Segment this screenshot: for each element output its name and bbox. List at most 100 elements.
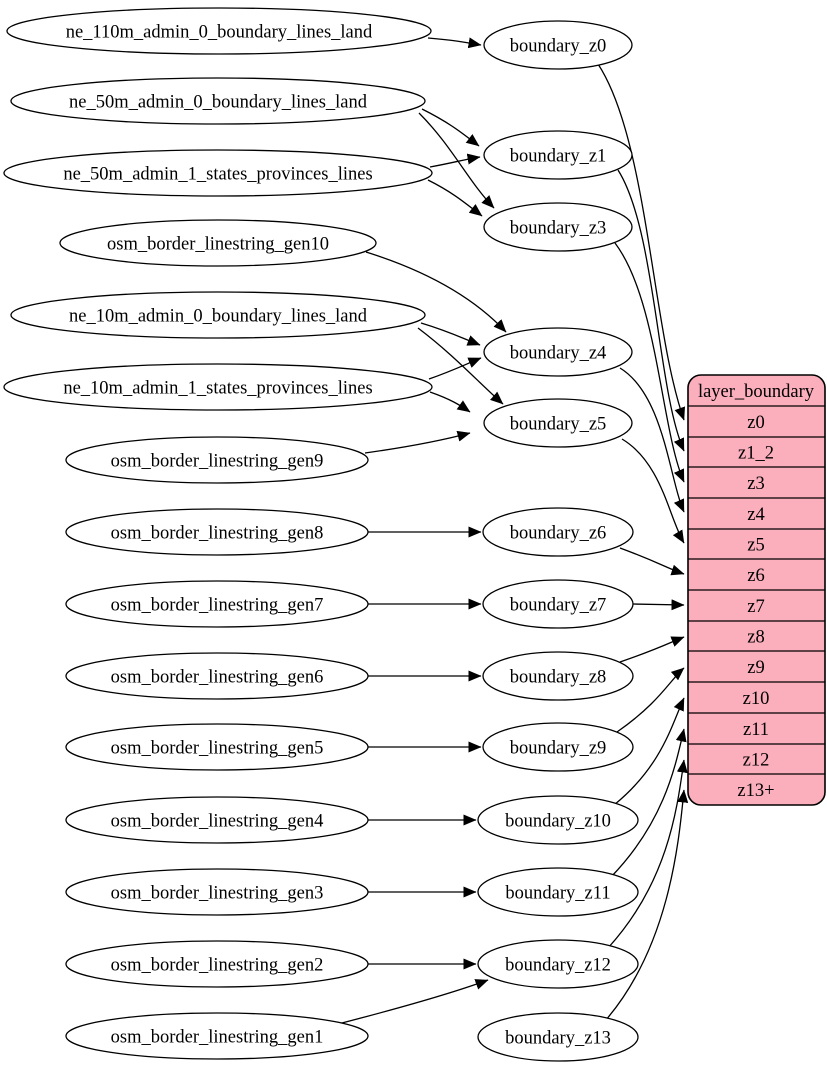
node-label: osm_border_linestring_gen1: [111, 1027, 324, 1047]
edges: [337, 37, 689, 1025]
edge-ne_50m_admin_1_states_provinces_lines-to-boundary_z3: [427, 179, 483, 217]
node-boundary_z3: boundary_z3: [483, 202, 633, 252]
node-ellipse: [65, 723, 369, 771]
node-osm_border_linestring_gen6: osm_border_linestring_gen6: [65, 652, 369, 700]
table-row-z10: z10: [743, 689, 770, 709]
node-label: ne_10m_admin_0_boundary_lines_land: [69, 306, 368, 326]
table-row-z0: z0: [747, 413, 764, 433]
node-ellipse: [65, 940, 369, 988]
node-label: boundary_z13: [505, 1028, 611, 1048]
node-ellipse: [483, 398, 633, 448]
node-osm_border_linestring_gen8: osm_border_linestring_gen8: [65, 508, 369, 556]
node-boundary_z8: boundary_z8: [482, 651, 634, 701]
edge-boundary_z13-to-row-z13plus: [604, 789, 689, 1022]
edge-boundary_z1-to-row-z1_2: [617, 169, 685, 452]
node-label: ne_10m_admin_1_states_provinces_lines: [63, 378, 372, 398]
node-ellipse: [65, 796, 369, 844]
stage-nodes: boundary_z0 boundary_z1 boundary_z3 boun…: [477, 20, 639, 1062]
node-label: osm_border_linestring_gen9: [111, 451, 324, 471]
node-ellipse: [483, 130, 633, 180]
node-ne_50m_admin_1_states_provinces_lines: ne_50m_admin_1_states_provinces_lines: [3, 149, 433, 197]
node-label: boundary_z4: [510, 343, 607, 363]
node-label: boundary_z7: [510, 595, 607, 615]
edge-boundary_z4-to-row-z4: [619, 367, 685, 513]
node-label: osm_border_linestring_gen8: [111, 523, 324, 543]
node-ellipse: [65, 436, 369, 484]
edge-boundary_z9-to-row-z9: [616, 667, 685, 733]
edge-boundary_z6-to-row-z6: [619, 547, 685, 576]
node-boundary_z1: boundary_z1: [483, 130, 633, 180]
node-ne_10m_admin_1_states_provinces_lines: ne_10m_admin_1_states_provinces_lines: [3, 363, 433, 411]
node-label: boundary_z11: [505, 883, 610, 903]
node-label: boundary_z5: [510, 414, 607, 434]
node-boundary_z9: boundary_z9: [482, 722, 634, 772]
edge-boundary_z8-to-row-z8: [619, 636, 685, 663]
node-ellipse: [483, 327, 633, 377]
node-boundary_z0: boundary_z0: [483, 20, 633, 70]
node-boundary_z13: boundary_z13: [477, 1012, 639, 1062]
node-ellipse: [477, 867, 639, 917]
table-row-z6: z6: [747, 566, 764, 586]
edge-boundary_z10-to-row-z10: [613, 697, 685, 806]
node-osm_border_linestring_gen3: osm_border_linestring_gen3: [65, 868, 369, 916]
edge-ne_10m_admin_0_boundary_lines_land-to-boundary_z4: [420, 322, 481, 346]
node-label: osm_border_linestring_gen5: [111, 738, 324, 758]
node-ellipse: [65, 868, 369, 916]
edge-boundary_z5-to-row-z5: [621, 438, 685, 544]
node-ellipse: [65, 1012, 369, 1060]
node-label: boundary_z6: [510, 523, 607, 543]
node-label: ne_50m_admin_0_boundary_lines_land: [69, 92, 368, 112]
node-label: osm_border_linestring_gen4: [111, 811, 324, 831]
node-label: boundary_z0: [510, 36, 607, 56]
node-ellipse: [477, 795, 639, 845]
node-osm_border_linestring_gen7: osm_border_linestring_gen7: [65, 580, 369, 628]
edge-boundary_z12-to-row-z12: [607, 759, 688, 949]
edge-boundary_z11-to-row-z11: [610, 728, 687, 878]
node-label: osm_border_linestring_gen10: [107, 234, 329, 254]
node-label: boundary_z9: [510, 738, 607, 758]
table-row-z13plus: z13+: [737, 781, 774, 801]
edge-ne_50m_admin_0_boundary_lines_land-to-boundary_z3: [418, 112, 495, 209]
node-ne_110m_admin_0_boundary_lines_land: ne_110m_admin_0_boundary_lines_land: [6, 7, 432, 55]
node-ellipse: [65, 580, 369, 628]
node-ellipse: [65, 652, 369, 700]
source-nodes: ne_110m_admin_0_boundary_lines_land ne_5…: [3, 7, 433, 1060]
node-ellipse: [482, 722, 634, 772]
node-boundary_z11: boundary_z11: [477, 867, 639, 917]
node-label: boundary_z10: [505, 811, 611, 831]
edge-ne_10m_admin_1_states_provinces_lines-to-boundary_z4: [428, 357, 482, 380]
node-ellipse: [3, 149, 433, 197]
edge-osm_border_linestring_gen1-to-boundary_z12: [337, 979, 489, 1025]
node-ellipse: [3, 363, 433, 411]
node-label: boundary_z12: [505, 955, 611, 975]
node-osm_border_linestring_gen2: osm_border_linestring_gen2: [65, 940, 369, 988]
node-ellipse: [482, 579, 634, 629]
node-label: boundary_z8: [510, 667, 607, 687]
node-boundary_z12: boundary_z12: [477, 939, 639, 989]
node-ellipse: [482, 651, 634, 701]
node-ellipse: [10, 77, 426, 125]
table-row-z8: z8: [747, 627, 764, 647]
table-row-z9: z9: [747, 658, 764, 678]
node-ellipse: [6, 7, 432, 55]
node-ellipse: [477, 939, 639, 989]
node-osm_border_linestring_gen4: osm_border_linestring_gen4: [65, 796, 369, 844]
node-osm_border_linestring_gen5: osm_border_linestring_gen5: [65, 723, 369, 771]
table-row-z5: z5: [747, 535, 764, 555]
node-boundary_z10: boundary_z10: [477, 795, 639, 845]
edge-ne_10m_admin_1_states_provinces_lines-to-boundary_z5: [429, 391, 471, 413]
node-osm_border_linestring_gen10: osm_border_linestring_gen10: [59, 219, 377, 267]
edge-ne_110m_admin_0_boundary_lines_land-to-boundary_z0: [427, 37, 482, 49]
table-layer_boundary: layer_boundary z0 z1_2 z3 z4 z5 z6 z7 z8…: [687, 374, 826, 806]
table-row-z12: z12: [743, 750, 770, 770]
edge-boundary_z0-to-row-z0: [597, 63, 686, 421]
node-label: ne_50m_admin_1_states_provinces_lines: [63, 164, 372, 184]
node-ne_10m_admin_0_boundary_lines_land: ne_10m_admin_0_boundary_lines_land: [10, 291, 426, 339]
node-label: osm_border_linestring_gen2: [111, 955, 324, 975]
node-ellipse: [65, 508, 369, 556]
table-row-z3: z3: [747, 474, 764, 494]
table-separators: [688, 405, 825, 775]
node-label: osm_border_linestring_gen7: [111, 595, 324, 615]
node-ellipse: [10, 291, 426, 339]
